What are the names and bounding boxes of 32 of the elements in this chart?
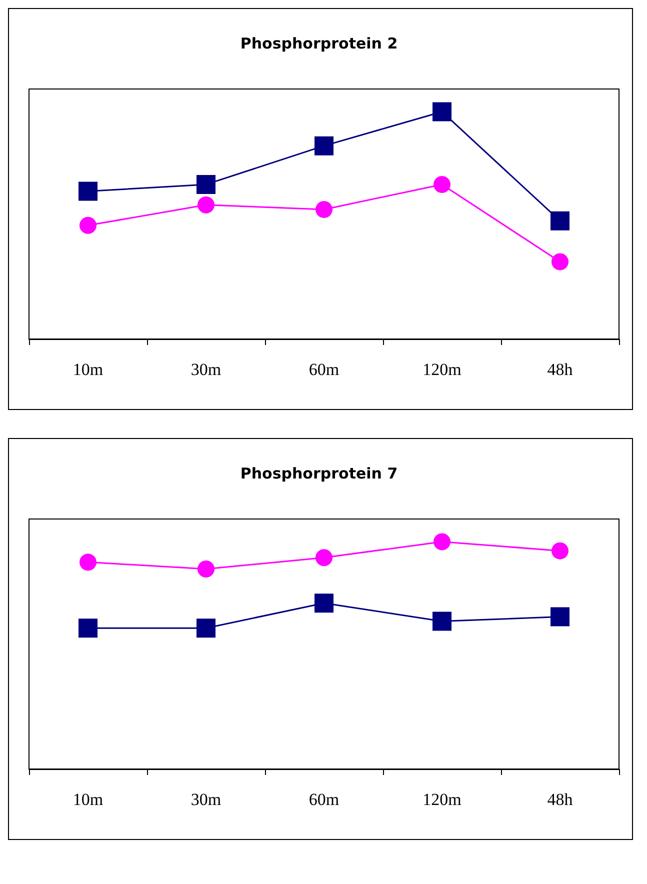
x-tick-label: 48h: [547, 790, 574, 809]
chart-title: Phosphorprotein 2: [240, 34, 398, 52]
x-tick-label: 48h: [547, 360, 574, 379]
x-tick-label: 10m: [72, 790, 104, 809]
point: [314, 594, 334, 613]
x-tick-label: 120m: [422, 360, 462, 379]
point: [552, 253, 568, 270]
x-tick-label: 30m: [190, 360, 222, 379]
point: [78, 182, 98, 201]
point: [314, 136, 334, 156]
chart-title: Phosphorprotein 7: [240, 464, 398, 482]
x-tick-label: 30m: [190, 790, 222, 809]
point: [434, 533, 450, 550]
x-tick-label: 120m: [422, 790, 462, 809]
x-tick-label: 60m: [308, 360, 340, 379]
point: [196, 174, 216, 194]
point: [432, 612, 452, 631]
point: [198, 196, 214, 214]
point: [78, 618, 98, 638]
x-tick-label: 60m: [308, 790, 340, 809]
point: [552, 542, 568, 560]
point: [316, 200, 332, 218]
point: [80, 216, 96, 234]
x-tick-label: 10m: [72, 360, 104, 379]
point: [432, 102, 452, 122]
point: [550, 607, 570, 626]
point: [550, 211, 570, 230]
point: [196, 618, 216, 638]
point: [198, 560, 214, 578]
point: [316, 549, 332, 566]
point: [434, 176, 450, 193]
point: [80, 554, 96, 571]
